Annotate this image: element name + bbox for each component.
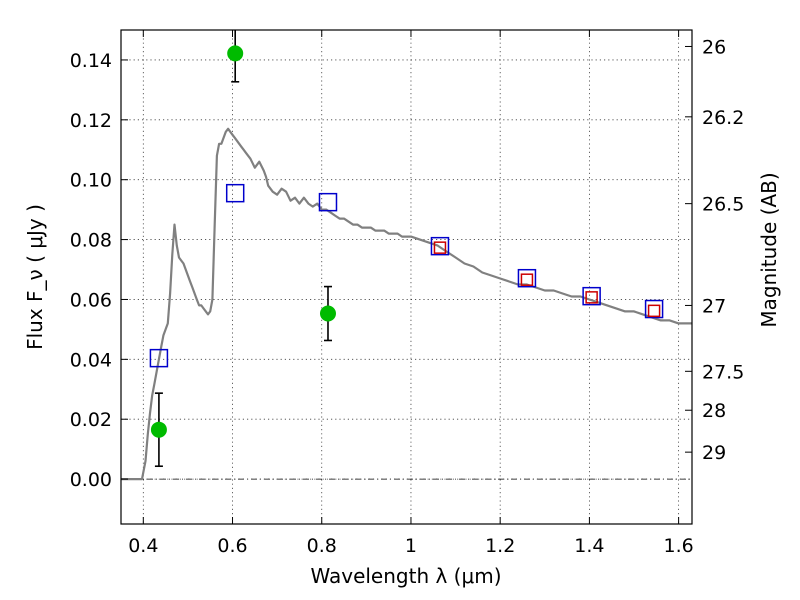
right-tick-label: 26.5 xyxy=(702,194,744,216)
x-tick-label: 0.6 xyxy=(217,535,247,557)
model-band-flux-square xyxy=(644,299,664,319)
model-band-flux-square xyxy=(318,192,338,212)
y-tick-label: 0.14 xyxy=(70,50,112,72)
x-tick-label: 0.4 xyxy=(128,535,158,557)
grid-lines xyxy=(121,30,692,524)
model-band-flux-square-inner xyxy=(647,304,661,318)
right-axis-label: Magnitude (AB) xyxy=(757,172,781,327)
right-tick-label: 27 xyxy=(702,295,726,317)
y-tick-label: 0.08 xyxy=(70,230,112,252)
observed-flux-point xyxy=(227,45,244,62)
x-axis-label: Wavelength λ (μm) xyxy=(310,564,501,588)
model-band-flux-square xyxy=(225,183,245,203)
model-spectrum-line xyxy=(121,127,692,481)
y-tick-label: 0.02 xyxy=(70,409,112,431)
y-tick-label: 0.06 xyxy=(70,289,112,311)
plot-frame xyxy=(120,29,693,525)
plot-area xyxy=(121,30,692,481)
x-tick-label: 1.4 xyxy=(574,535,604,557)
model-band-flux-square xyxy=(149,348,169,368)
right-tick-label: 26.2 xyxy=(702,107,744,129)
axes: 0.4 0.6 0.8 1 1.2 1.4 1.6 0.00 0.02 0.04 0.06 0.08 0… xyxy=(70,30,744,557)
x-tick-label: 1 xyxy=(405,535,417,557)
y-tick-label: 0.12 xyxy=(70,110,112,132)
model-band-flux-square xyxy=(582,286,601,306)
observed-flux-point xyxy=(319,305,336,322)
x-tick-label: 1.2 xyxy=(485,535,515,557)
model-band-flux-square-inner xyxy=(520,273,534,286)
x-tick-label: 0.8 xyxy=(307,535,337,557)
right-tick-label: 27.5 xyxy=(702,361,744,383)
model-band-flux-square xyxy=(517,268,537,288)
y-axis-label: Flux F_ν ( μJy ) xyxy=(23,204,47,350)
observed-flux-point xyxy=(150,421,167,438)
model-band-flux-square xyxy=(430,236,450,256)
y-tick-label: 0.04 xyxy=(70,349,112,371)
model-band-flux-square-inner xyxy=(585,291,598,304)
y-tick-label: 0.00 xyxy=(70,469,112,491)
right-tick-label: 28 xyxy=(702,400,726,422)
y-tick-label: 0.10 xyxy=(70,170,112,192)
right-tick-label: 29 xyxy=(702,442,726,464)
right-tick-label: 26 xyxy=(702,36,726,58)
x-tick-label: 1.6 xyxy=(664,535,694,557)
model-band-flux-square-inner xyxy=(433,241,447,254)
